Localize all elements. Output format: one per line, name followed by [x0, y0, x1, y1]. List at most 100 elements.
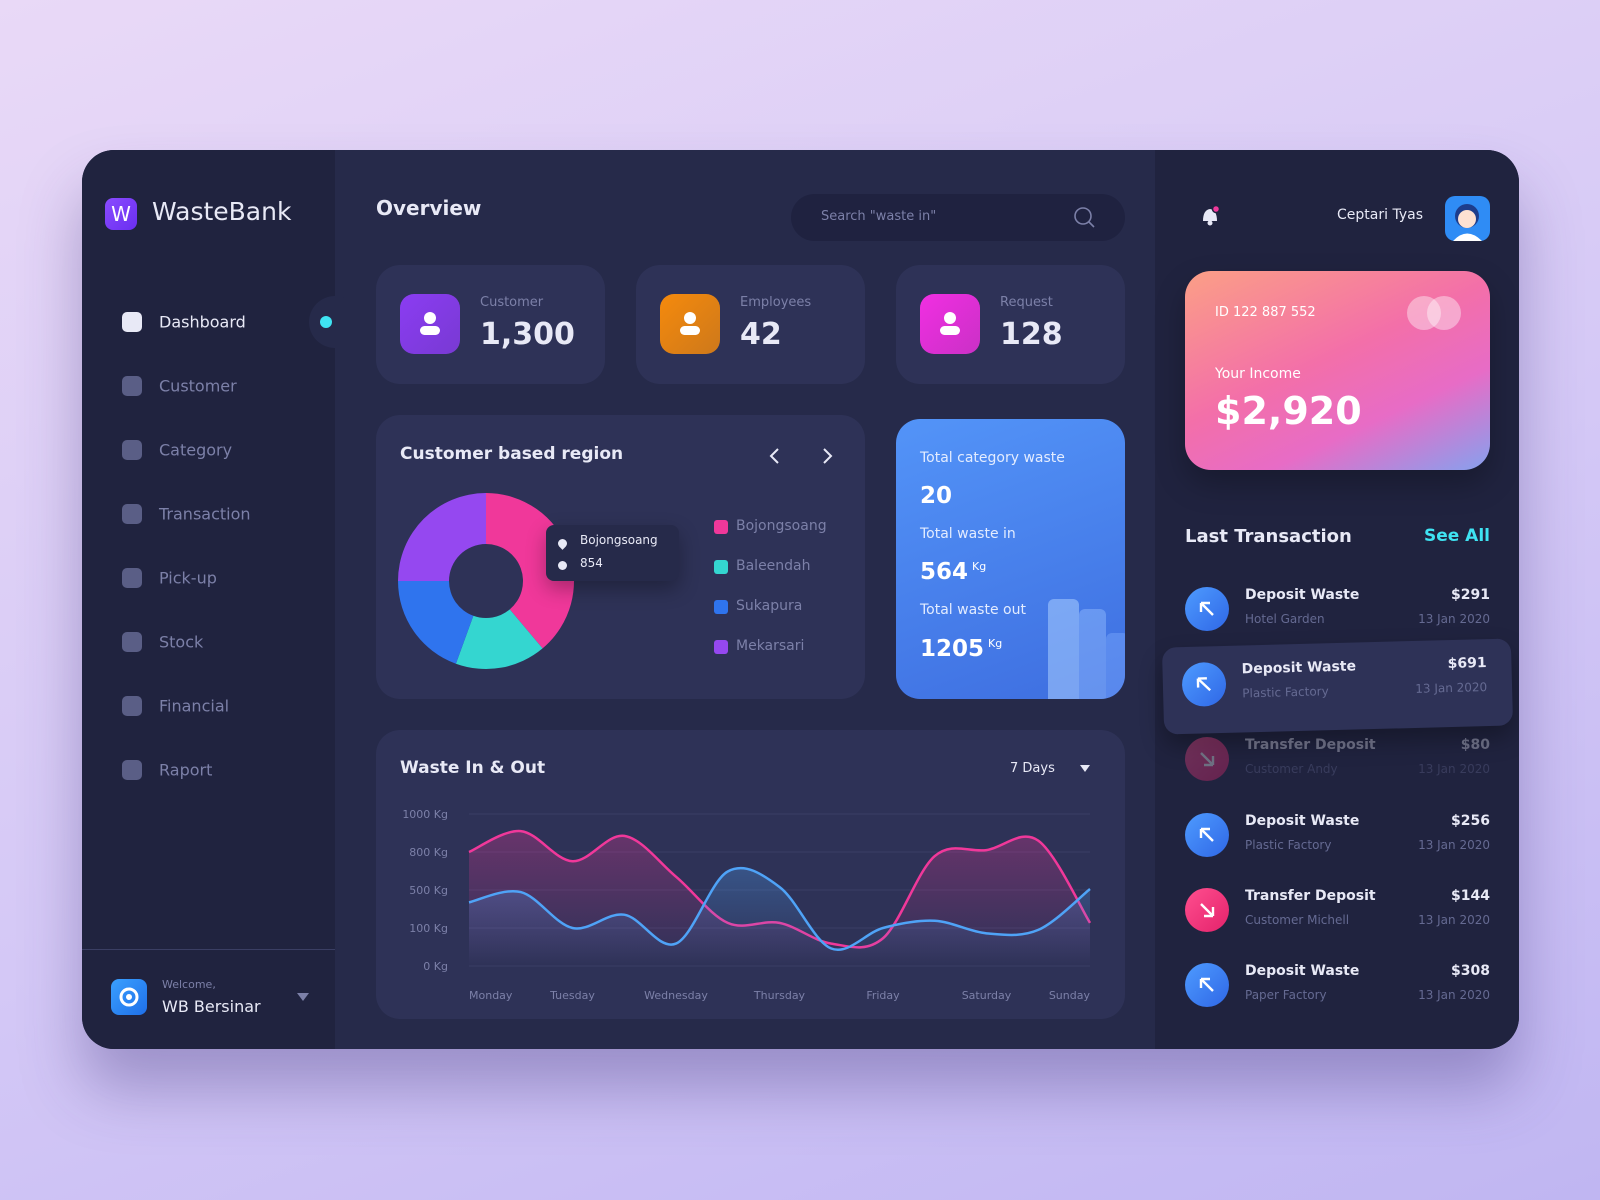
see-all[interactable]: See All	[1423, 526, 1490, 546]
menu-item[interactable]: Dashboard	[159, 312, 246, 332]
menu-item[interactable]: Category	[159, 440, 233, 460]
divider	[82, 949, 335, 950]
menu-icon	[122, 632, 142, 652]
menu-icon	[122, 312, 142, 332]
transaction[interactable]: Transfer Deposit Customer Michell $144 13 J…	[1185, 885, 1490, 935]
menu-item[interactable]: Pick-up	[159, 568, 217, 588]
legend-label: Baleendah	[736, 558, 811, 574]
menu-item[interactable]: Stock	[159, 632, 204, 652]
transaction-icon	[1185, 737, 1229, 781]
transaction-subtitle: Customer Michell	[1245, 913, 1350, 927]
card-id: ID 122 887 552	[1215, 305, 1316, 320]
transaction-date: 13 Jan 2020	[1418, 988, 1490, 1002]
summary-value: 564 Kg	[920, 559, 986, 585]
stat-value: 128	[1000, 317, 1063, 352]
period-caret[interactable]	[1079, 764, 1091, 774]
brand: WasteBank	[152, 197, 292, 226]
menu-icon	[122, 696, 142, 716]
transaction-icon	[1185, 963, 1229, 1007]
summary-unit: Kg	[972, 560, 987, 574]
account-caret[interactable]	[296, 992, 310, 1002]
stat-value: 42	[740, 317, 782, 352]
deco-bar	[1079, 609, 1106, 699]
stat-icon	[400, 294, 460, 354]
transaction-date: 13 Jan 2020	[1415, 680, 1488, 696]
transactions-title: Last Transaction	[1185, 526, 1352, 547]
transaction-title: Deposit Waste	[1245, 813, 1360, 829]
transaction-amount: $144	[1451, 888, 1490, 904]
transaction-title: Deposit Waste	[1241, 658, 1357, 678]
search-box[interactable]: Search "waste in"	[791, 194, 1125, 241]
transaction-title: Transfer Deposit	[1245, 888, 1376, 904]
legend-swatch	[714, 560, 728, 574]
stat-card: Employees 42	[636, 265, 865, 384]
transaction-title: Transfer Deposit	[1245, 737, 1376, 753]
notification-bell[interactable]	[1199, 204, 1221, 228]
legend-label: Mekarsari	[736, 638, 805, 654]
dashboard: W WasteBank Welcome, WB Bersinar Overvie…	[82, 150, 1519, 1049]
stat-label: Request	[1000, 295, 1053, 310]
user-name: WB Bersinar	[162, 997, 261, 1016]
transaction-amount: $308	[1451, 963, 1490, 979]
menu-icon	[122, 440, 142, 460]
stat-label: Employees	[740, 295, 812, 310]
stat-value: 1,300	[480, 317, 575, 352]
transaction-amount: $291	[1451, 587, 1490, 603]
card-circle	[1407, 296, 1441, 330]
stat-icon	[920, 294, 980, 354]
active-dot	[320, 316, 332, 328]
summary-unit: Kg	[988, 637, 1003, 651]
transaction[interactable]: Deposit Waste Hotel Garden $291 13 Jan 2020	[1185, 584, 1490, 634]
transaction[interactable]: Deposit Waste Paper Factory $308 13 Jan 202…	[1185, 960, 1490, 1010]
income-label: Your Income	[1215, 366, 1301, 382]
stat-icon	[660, 294, 720, 354]
menu-item[interactable]: Transaction	[159, 504, 251, 524]
waste-title: Waste In & Out	[400, 758, 546, 778]
sidebar	[82, 150, 335, 1049]
period-select[interactable]: 7 Days	[1010, 761, 1055, 776]
transaction[interactable]: Deposit Waste Plastic Factory $256 13 Jan 2…	[1185, 810, 1490, 860]
profile-name[interactable]: Ceptari Tyas	[1337, 207, 1423, 223]
tooltip-region: Bojongsoang	[580, 533, 658, 547]
menu-icon	[122, 376, 142, 396]
logo: W	[105, 198, 137, 230]
search-placeholder: Search "waste in"	[821, 209, 937, 224]
active-notch	[309, 296, 361, 348]
income-card: ID 122 887 552 Your Income $2,920	[1185, 271, 1490, 470]
transaction[interactable]: Deposit Waste Plastic Factory $691 13 Jan 2…	[1181, 652, 1487, 710]
transaction-icon	[1185, 888, 1229, 932]
summary-value: 20	[920, 483, 953, 509]
tooltip: Bojongsoang 854	[546, 525, 679, 581]
transaction-subtitle: Hotel Garden	[1245, 612, 1325, 626]
legend-label: Sukapura	[736, 598, 803, 614]
menu-item[interactable]: Raport	[159, 760, 213, 780]
transaction-amount: $80	[1460, 737, 1490, 753]
transaction-date: 13 Jan 2020	[1418, 612, 1490, 626]
transaction[interactable]: Transfer Deposit Customer Andy $80 13 Jan 2…	[1185, 734, 1490, 784]
income-amount: $2,920	[1215, 389, 1362, 433]
avatar-face	[1453, 204, 1482, 241]
deco-bar	[1106, 633, 1125, 699]
summary-number: 564	[920, 559, 969, 585]
legend-swatch	[714, 520, 728, 534]
transaction-subtitle: Plastic Factory	[1245, 838, 1332, 852]
transaction-date: 13 Jan 2020	[1418, 838, 1490, 852]
stat-label: Customer	[480, 295, 544, 310]
menu-icon	[122, 760, 142, 780]
transaction-title: Deposit Waste	[1245, 963, 1360, 979]
stat-card: Customer 1,300	[376, 265, 605, 384]
account-icon	[111, 979, 147, 1015]
summary-card: Total category waste 20 Total waste in 5…	[896, 419, 1125, 699]
region-title: Customer based region	[400, 444, 624, 464]
summary-label: Total category waste	[920, 450, 1065, 466]
account-glyph	[119, 987, 139, 1007]
pin-icon	[556, 537, 569, 550]
stat-card: Request 128	[896, 265, 1125, 384]
region-pager[interactable]	[768, 447, 838, 465]
menu-icon	[122, 568, 142, 588]
menu-item[interactable]: Financial	[159, 696, 230, 716]
menu-item[interactable]: Customer	[159, 376, 237, 396]
search-icon[interactable]	[1073, 206, 1097, 230]
avatar[interactable]	[1445, 196, 1490, 241]
